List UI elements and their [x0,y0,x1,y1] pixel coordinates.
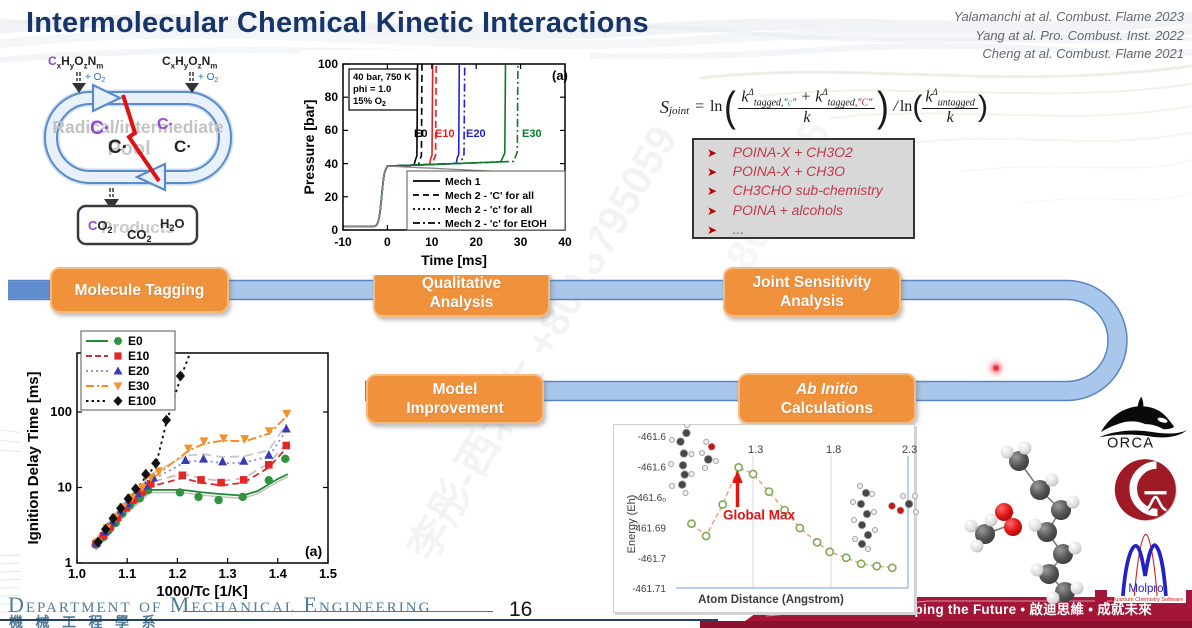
svg-text:C·: C· [108,137,128,158]
svg-text:+ O2: + O2 [85,72,105,84]
svg-text:Products: Products [101,218,175,237]
svg-text:1.4: 1.4 [269,566,288,581]
svg-text:1: 1 [65,555,72,570]
svg-text:-461.7: -461.7 [638,554,667,565]
svg-text:1.1: 1.1 [118,566,136,581]
svg-text:1.8: 1.8 [826,444,841,456]
svg-text:2.3: 2.3 [902,444,917,456]
svg-text:1.0: 1.0 [68,566,86,581]
svg-text:-10: -10 [334,235,352,249]
svg-text:Ignition Delay Time [ms]: Ignition Delay Time [ms] [25,371,42,544]
svg-text:0: 0 [331,223,338,237]
svg-text:(a): (a) [305,543,322,559]
svg-text:E0: E0 [128,334,143,348]
svg-text:1000/Tc [1/K]: 1000/Tc [1/K] [156,583,247,600]
svg-text:E30: E30 [522,128,542,140]
svg-text:Radical/intermediate: Radical/intermediate [52,117,223,137]
svg-text:20: 20 [325,190,339,204]
svg-text:E10: E10 [435,128,455,140]
svg-text:30: 30 [514,235,528,249]
svg-text:(a): (a) [552,68,568,83]
svg-text:80: 80 [325,90,339,104]
svg-text:Atom Distance (Angstrom): Atom Distance (Angstrom) [698,594,844,606]
svg-text:E30: E30 [128,379,150,393]
svg-text:E100: E100 [128,394,156,408]
svg-text:-461.69: -461.69 [632,524,666,535]
svg-text:1.3: 1.3 [748,444,763,456]
svg-text:-461.6ₒ: -461.6ₒ [634,493,666,504]
svg-text:+ O2: + O2 [198,72,218,84]
svg-text:60: 60 [325,123,339,137]
svg-text:1.3: 1.3 [219,566,237,581]
svg-text:Time [ms]: Time [ms] [421,252,487,268]
svg-text:CO2: CO2 [127,227,152,244]
svg-text:H2O: H2O [160,216,185,233]
svg-text:0: 0 [384,235,391,249]
svg-text:E0: E0 [414,128,427,140]
svg-text:15% O2: 15% O2 [353,96,386,108]
svg-text:40: 40 [325,157,339,171]
svg-text:CO2: CO2 [88,218,113,235]
svg-text:Global Max: Global Max [723,508,796,523]
svg-text:E20: E20 [466,128,486,140]
svg-text:1.5: 1.5 [319,566,337,581]
svg-text:C·: C· [174,137,192,156]
svg-text:Mech 1: Mech 1 [445,176,481,188]
svg-text:Pressure [bar]: Pressure [bar] [301,100,317,195]
svg-text:40 bar, 750 K: 40 bar, 750 K [353,72,411,83]
svg-text:-461.6: -461.6 [638,432,667,443]
svg-text:100: 100 [50,404,72,419]
svg-text:20: 20 [470,235,484,249]
svg-text:phi = 1.0: phi = 1.0 [353,84,391,95]
svg-text:C·: C· [157,116,174,133]
svg-text:1.2: 1.2 [168,566,186,581]
svg-text:Molpro: Molpro [1128,583,1163,595]
svg-text:Shaping the Future • 啟迪思維 • 成就: Shaping the Future • 啟迪思維 • 成就未來 [889,601,1152,617]
svg-text:Mech 2 - 'c' for all: Mech 2 - 'c' for all [445,204,532,216]
svg-text:10: 10 [58,480,72,495]
svg-text:Quantum Chemistry Software: Quantum Chemistry Software [1111,597,1183,603]
svg-text:Mech 2 - 'C' for all: Mech 2 - 'C' for all [445,190,534,202]
svg-text:40: 40 [558,235,572,249]
svg-text:-461.71: -461.71 [632,584,666,595]
svg-text:10: 10 [425,235,439,249]
svg-text:E10: E10 [128,349,150,363]
svg-text:Mech 2 - 'c' for EtOH: Mech 2 - 'c' for EtOH [445,218,547,230]
svg-text:E20: E20 [128,364,150,378]
svg-text:ORCA: ORCA [1107,436,1155,452]
svg-text:Energy (Eh): Energy (Eh) [626,495,638,554]
svg-text:100: 100 [318,57,338,71]
svg-text:-461.6: -461.6 [638,463,667,474]
svg-text:C·: C· [90,118,110,139]
